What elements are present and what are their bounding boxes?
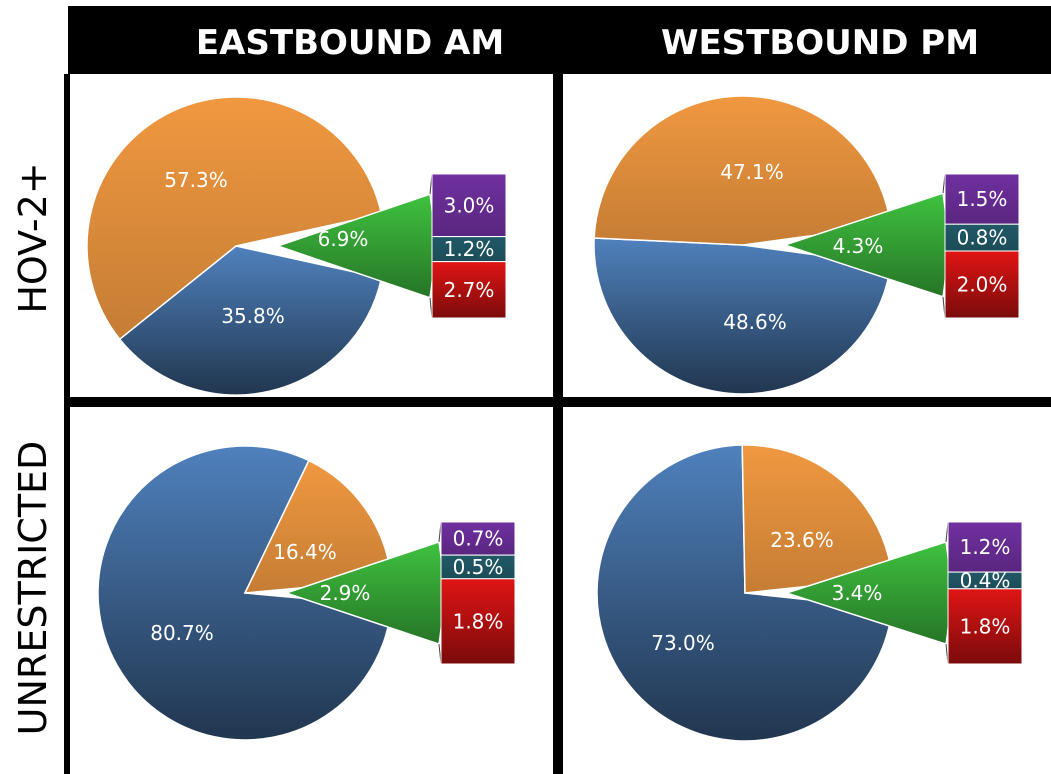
- slice-label-blue: 80.7%: [150, 621, 214, 645]
- column-header-westbound-pm: WESTBOUND PM: [661, 23, 979, 63]
- breakdown-label-teal: 0.5%: [453, 555, 504, 579]
- breakdown-segment-red: [947, 588, 1023, 665]
- breakdown-segment-red: [431, 261, 507, 319]
- row-header-unrestricted: UNRESTRICTED: [11, 441, 55, 736]
- grid-center-divider: [553, 74, 563, 774]
- slice-label-green: 3.4%: [832, 581, 883, 605]
- slice-label-orange: 23.6%: [770, 528, 834, 552]
- slice-label-orange: 16.4%: [273, 540, 337, 564]
- slice-label-blue: 48.6%: [723, 310, 787, 334]
- grid-middle-divider: [64, 397, 1051, 407]
- breakdown-label-red: 2.0%: [957, 273, 1008, 297]
- breakdown-segment-teal: [944, 223, 1020, 252]
- slice-label-green: 6.9%: [318, 227, 369, 251]
- breakdown-label-purple: 1.2%: [960, 535, 1011, 559]
- breakdown-segment-red: [944, 250, 1020, 319]
- pie-slice-orange: [741, 444, 893, 594]
- slice-label-green: 2.9%: [320, 581, 371, 605]
- slice-label-blue: 35.8%: [221, 304, 285, 328]
- grid-left-border: [64, 74, 70, 774]
- header-bar: [68, 6, 1051, 74]
- pie-slice-orange: [86, 96, 383, 341]
- pie-slice-blue: [118, 245, 383, 396]
- slice-label-blue: 73.0%: [651, 631, 715, 655]
- column-header-eastbound-am: EASTBOUND AM: [196, 23, 504, 63]
- breakdown-segment-red: [440, 578, 516, 665]
- pie-slice-orange: [593, 95, 892, 246]
- slice-label-orange: 47.1%: [720, 160, 784, 184]
- breakdown-label-purple: 3.0%: [444, 193, 495, 217]
- pie-slice-blue: [593, 237, 892, 395]
- breakdown-label-teal: 1.2%: [444, 237, 495, 261]
- breakdown-label-purple: 0.7%: [453, 527, 504, 551]
- breakdown-label-teal: 0.8%: [957, 226, 1008, 250]
- row-header-hov: HOV-2+: [11, 162, 55, 313]
- breakdown-label-red: 2.7%: [444, 278, 495, 302]
- pie-panels: 3.0% 1.2% 2.7% 35.8% 57.3% 6.9% 1.5% 0.8% 2.0% 48…: [86, 95, 1023, 742]
- breakdown-label-red: 1.8%: [960, 614, 1011, 638]
- slice-label-green: 4.3%: [833, 234, 884, 258]
- slice-label-orange: 57.3%: [164, 168, 228, 192]
- breakdown-segment-purple: [440, 521, 516, 556]
- breakdown-label-purple: 1.5%: [957, 187, 1008, 211]
- breakdown-segment-purple: [431, 173, 507, 238]
- breakdown-label-red: 1.8%: [453, 609, 504, 633]
